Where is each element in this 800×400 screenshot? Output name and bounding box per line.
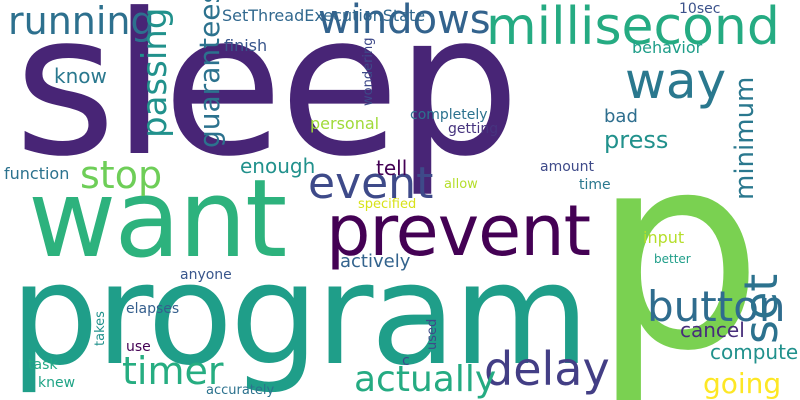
word-p: p [592,95,764,400]
word-sleep: sleep [14,0,520,200]
word-personal: SetThreadExecutionState [222,6,426,25]
word-takes: c [402,353,410,369]
word-c: anyone [180,267,232,283]
word-windows: set [734,273,788,344]
word-setthreadexecutionstate: actively [340,251,411,272]
word-cancel: minimum [730,76,760,200]
word-accurately: takes [93,311,108,346]
word-delay: event [308,158,434,209]
word-elapses: amount [540,159,595,175]
word-better: allow [444,177,478,192]
word-task: input [643,228,685,247]
word-know: cancel [680,318,745,342]
word-timer: actually [354,359,497,400]
word-actively: press [604,126,669,154]
word-time: bad [604,106,638,127]
word-used: accurately [206,383,275,398]
word-passing: used [425,318,440,350]
word-tell: going [703,367,782,400]
word-computer: guarantees [193,0,226,148]
word-bad: finish [224,36,268,55]
word-actually: delay [484,342,610,396]
word-knew: better [654,252,691,266]
word-want: want [28,157,287,282]
word-finish: know [54,64,107,88]
word-use: time [579,177,611,193]
word-stop: timer [122,349,224,393]
word-behavior: tell [376,156,408,180]
word-program: program [10,234,590,397]
word-button: stop [80,153,163,197]
word-allow: personal [310,114,380,133]
word-completely: behavior [632,38,703,57]
word-millisecond: millisecond [486,0,780,57]
word-event: running [8,0,155,43]
word-input: function [4,164,70,183]
word-function: wondering [361,37,376,106]
word-guarantees: task [28,357,58,373]
word-minimum: use [126,339,151,355]
word-getting: 10sec [679,1,721,17]
word-going: passing [135,7,175,138]
word-way: way [625,52,727,110]
word-amount: getting [448,121,499,137]
word-wondering: knew [38,375,76,391]
word-running: windows [318,0,491,43]
word-press: button [647,282,786,331]
word-10sec: enough [240,154,316,178]
word-enough: computer [710,340,800,364]
word-prevent: prevent [326,190,591,272]
word-anyone: specified [358,197,417,212]
word-set: elapses [126,301,180,317]
word-specified: completely [410,107,488,123]
